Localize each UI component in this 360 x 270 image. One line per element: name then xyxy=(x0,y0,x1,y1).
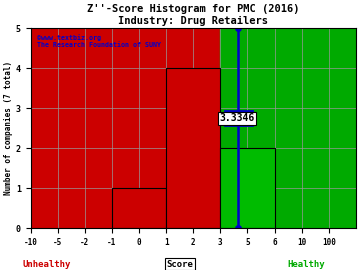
Text: Healthy: Healthy xyxy=(287,260,325,269)
Title: Z''-Score Histogram for PMC (2016)
Industry: Drug Retailers: Z''-Score Histogram for PMC (2016) Indus… xyxy=(87,4,300,26)
Text: Unhealthy: Unhealthy xyxy=(23,260,71,269)
Bar xyxy=(220,148,275,228)
Bar xyxy=(112,188,166,228)
Bar xyxy=(166,68,220,228)
Text: ©www.textbiz.org
The Research Foundation of SUNY: ©www.textbiz.org The Research Foundation… xyxy=(37,34,161,48)
Text: 3.3346: 3.3346 xyxy=(220,113,255,123)
Y-axis label: Number of companies (7 total): Number of companies (7 total) xyxy=(4,61,13,195)
Bar xyxy=(31,28,220,228)
Bar xyxy=(220,28,356,228)
Text: Score: Score xyxy=(167,260,193,269)
